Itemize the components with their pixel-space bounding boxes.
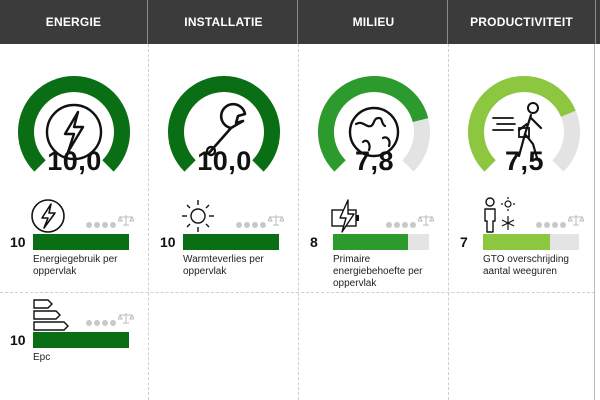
battery-bolt-icon bbox=[331, 199, 359, 233]
indicator-bar bbox=[333, 234, 429, 250]
indicator-epc[interactable]: 10 Epc bbox=[0, 294, 149, 394]
globe-icon bbox=[348, 106, 400, 158]
score-installatie: 10,0 bbox=[197, 146, 252, 176]
indicator-value: 10 bbox=[10, 234, 26, 250]
lightning-bolt-icon bbox=[63, 110, 85, 154]
gauge-productiviteit bbox=[468, 76, 580, 172]
rating-dots bbox=[86, 320, 118, 328]
indicator-value: 8 bbox=[310, 234, 318, 250]
indicator-value: 10 bbox=[10, 332, 26, 348]
tab-milieu[interactable]: MILIEU bbox=[300, 0, 448, 44]
indicator-value: 7 bbox=[460, 234, 468, 250]
score-milieu: 7,8 bbox=[354, 146, 395, 176]
column-energie: 10,0 10 Energiegebruik per oppervlak 10 … bbox=[0, 44, 149, 400]
energy-label-icon bbox=[33, 299, 69, 331]
next-column-edge bbox=[594, 44, 600, 400]
column-installatie: 10,0 10 Warmteverlies per oppervlak bbox=[150, 44, 299, 400]
score-energie: 10,0 bbox=[47, 146, 102, 176]
balance-scale-icon bbox=[568, 215, 584, 226]
tab-energie[interactable]: ENERGIE bbox=[0, 0, 148, 44]
balance-scale-icon bbox=[118, 215, 134, 226]
indicator-label: Primaire energiebehoefte per oppervlak bbox=[333, 254, 423, 289]
tab-productiviteit[interactable]: PRODUCTIVITEIT bbox=[448, 0, 596, 44]
tab-installatie[interactable]: INSTALLATIE bbox=[150, 0, 298, 44]
indicator-label: GTO overschrijding aantal weeguren bbox=[483, 254, 569, 277]
balance-scale-icon bbox=[418, 215, 434, 226]
rating-dots bbox=[86, 222, 118, 230]
indicator-bar bbox=[183, 234, 279, 250]
gauge-energie bbox=[18, 76, 130, 172]
wrench-icon bbox=[205, 102, 247, 157]
gauge-installatie bbox=[168, 76, 280, 172]
indicator-warmteverlies[interactable]: 10 Warmteverlies per oppervlak bbox=[150, 196, 299, 296]
rating-dots bbox=[536, 222, 568, 230]
row-divider bbox=[0, 292, 600, 293]
indicator-bar bbox=[483, 234, 579, 250]
sun-icon bbox=[182, 200, 214, 232]
indicator-label: Warmteverlies per oppervlak bbox=[183, 254, 264, 277]
walking-person-icon bbox=[492, 102, 543, 160]
lightning-bolt-icon bbox=[31, 199, 65, 233]
score-productiviteit: 7,5 bbox=[504, 146, 545, 176]
person-temperature-icon bbox=[484, 197, 515, 233]
gauge-milieu bbox=[318, 76, 430, 172]
balance-scale-icon bbox=[118, 313, 134, 324]
indicator-bar bbox=[33, 332, 129, 348]
indicator-gto-overschrijding[interactable]: 7 GTO overschrijding aantal weeguren bbox=[450, 196, 599, 296]
header-bar: ENERGIE INSTALLATIE MILIEU PRODUCTIVITEI… bbox=[0, 0, 600, 44]
indicator-value: 10 bbox=[160, 234, 176, 250]
balance-scale-icon bbox=[268, 215, 284, 226]
indicator-label: Epc bbox=[33, 352, 51, 363]
rating-dots bbox=[386, 222, 418, 230]
column-milieu: 7,8 8 Primaire energiebehoefte per opper… bbox=[300, 44, 449, 400]
indicator-label: Energiegebruik per oppervlak bbox=[33, 254, 118, 277]
indicator-primaire-energiebehoefte[interactable]: 8 Primaire energiebehoefte per oppervlak bbox=[300, 196, 449, 296]
rating-dots bbox=[236, 222, 268, 230]
indicator-bar bbox=[33, 234, 129, 250]
column-productiviteit: 7,5 7 GTO overschrijding aantal weeguren bbox=[450, 44, 599, 400]
indicator-energiegebruik[interactable]: 10 Energiegebruik per oppervlak bbox=[0, 196, 149, 296]
